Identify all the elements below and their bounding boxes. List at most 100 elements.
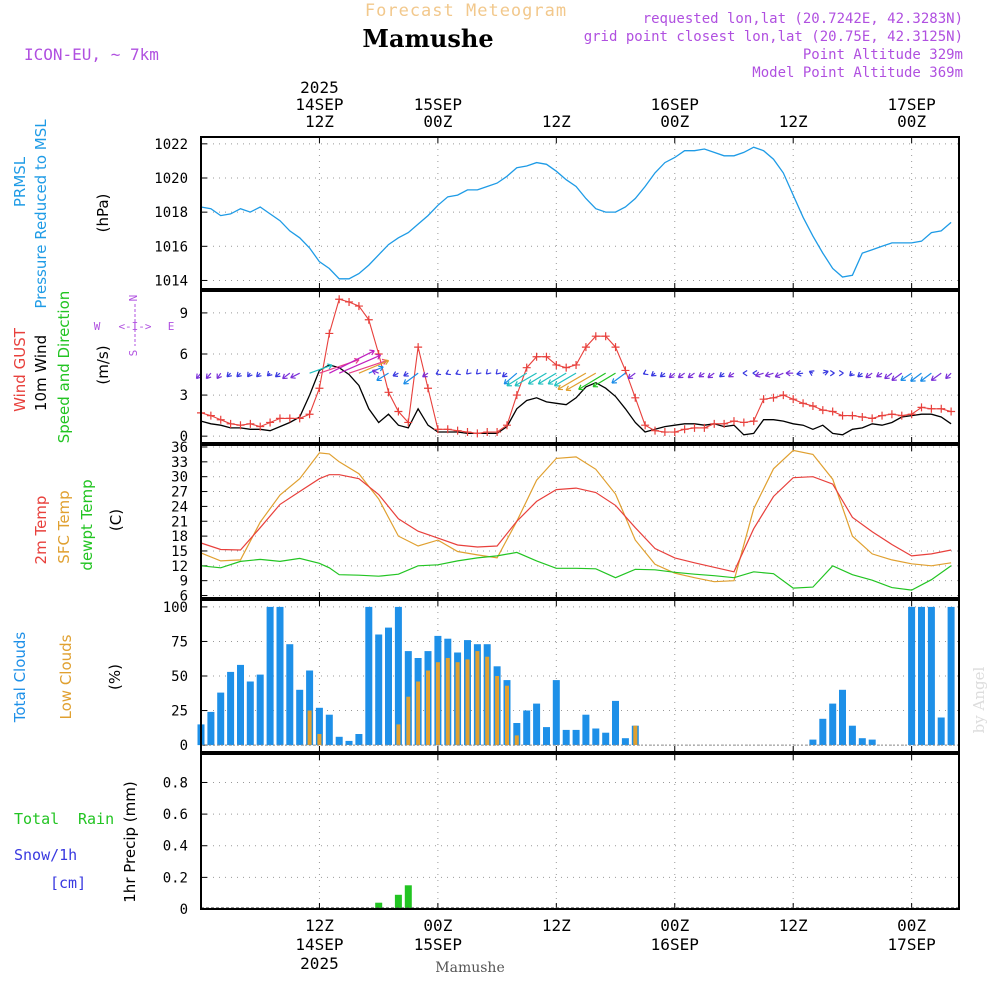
total-cloud-bar xyxy=(306,670,314,746)
model-name: ICON-EU, ~ 7km xyxy=(24,45,159,64)
rain-bar xyxy=(404,885,412,909)
total-cloud-bar xyxy=(621,738,629,746)
plot-area: 1014101610181020102203696912151821242730… xyxy=(154,78,960,973)
low-cloud-bar xyxy=(426,670,430,746)
wind-gust-marker xyxy=(947,407,956,416)
wind-vector-head xyxy=(677,372,684,379)
wind-vector-head xyxy=(514,381,520,387)
wind-vector xyxy=(557,372,587,390)
wind-vector-head xyxy=(707,372,713,379)
wind-vector xyxy=(900,372,912,381)
total-cloud-bar xyxy=(592,728,600,746)
wind-vector-head xyxy=(422,371,428,378)
total-cloud-bar xyxy=(908,606,916,746)
y-tick-label: 9 xyxy=(180,574,188,590)
wind-gust-marker xyxy=(868,414,877,423)
wind-gust-marker xyxy=(295,414,304,423)
wind-gust-marker xyxy=(739,418,748,427)
time-label-bottom: 17SEP xyxy=(888,935,936,954)
wind-vector-head xyxy=(742,369,748,377)
time-label-bottom: 12Z xyxy=(542,916,571,935)
wind-vector-head xyxy=(764,371,771,378)
wind-gust-marker xyxy=(384,388,393,397)
precip-total-label: Total xyxy=(14,810,59,828)
wind-vector-head xyxy=(236,371,242,378)
wind-vector-head xyxy=(838,369,844,377)
low-cloud-bar xyxy=(406,696,411,746)
total-cloud-bar xyxy=(839,689,846,746)
total-cloud-bar xyxy=(819,718,827,746)
wind-vector xyxy=(611,372,626,384)
wind-vector xyxy=(755,372,764,377)
wind-gust-marker xyxy=(404,418,413,427)
wind-vector-head xyxy=(659,371,666,378)
wind-gust-marker xyxy=(878,411,887,420)
time-label-top: 14SEP xyxy=(295,95,343,114)
location-title: Mamushe xyxy=(362,24,493,53)
total-cloud-bar xyxy=(325,714,333,746)
wind-vector xyxy=(403,372,419,385)
wind-vector-head xyxy=(565,385,572,392)
low-cloud-bar xyxy=(317,734,322,746)
wind-vector xyxy=(910,372,922,382)
wind-gust-marker xyxy=(285,414,294,423)
model-altitude: Model Point Altitude 369m xyxy=(752,65,963,81)
compass-n: N xyxy=(127,295,140,302)
total-cloud-bar xyxy=(947,606,955,746)
y-tick-label: 75 xyxy=(171,634,188,650)
product-title: Forecast Meteogram xyxy=(365,1,567,21)
wind-gust-marker xyxy=(670,428,679,437)
clouds-unit: (%) xyxy=(106,664,124,690)
wind-gust-marker xyxy=(463,428,472,437)
total-cloud-bar xyxy=(256,674,264,746)
wind-gust-marker xyxy=(710,419,719,428)
time-label-bottom: 12Z xyxy=(305,916,334,935)
total-cloud-bar xyxy=(572,729,580,746)
low-cloud-bar xyxy=(416,681,421,746)
wind-gust-marker xyxy=(887,410,896,419)
wind-vector-head xyxy=(755,371,761,378)
wind-vector-head xyxy=(785,369,791,377)
wind-vector-head xyxy=(485,369,492,375)
wind-gust-marker xyxy=(848,411,857,420)
wind-vector-head xyxy=(501,371,508,378)
wind-gust-marker xyxy=(256,422,265,431)
wind-vector-head xyxy=(369,349,375,356)
wind-vector xyxy=(358,360,389,374)
total-cloud-bar xyxy=(523,710,531,745)
y-tick-label: 27 xyxy=(171,485,188,501)
wind-vector-head xyxy=(205,373,212,380)
wind-gust-marker xyxy=(226,419,235,428)
wind-vector-head xyxy=(290,373,296,379)
t2m-line xyxy=(200,474,952,573)
wind-vector-head xyxy=(920,376,926,382)
rain-bar xyxy=(394,894,402,909)
panel-frame xyxy=(200,753,960,910)
total-cloud-bar xyxy=(918,606,925,746)
low-cloud-bar xyxy=(307,710,312,745)
wind-vector xyxy=(506,372,528,387)
wind-vector-head xyxy=(687,372,694,379)
wind-vector xyxy=(578,372,606,390)
wind-gust-marker xyxy=(414,343,423,352)
time-label-bottom: 2025 xyxy=(300,954,339,973)
wind-vector-head xyxy=(282,373,288,380)
wind-vector-head xyxy=(274,371,281,378)
y-tick-label: 0 xyxy=(180,738,188,754)
wind-gust-marker xyxy=(522,363,531,372)
total-cloud-bar xyxy=(848,725,856,745)
temp-unit: (C) xyxy=(107,509,125,531)
wind-vector xyxy=(707,372,715,379)
wind-vector-head xyxy=(557,384,564,391)
wind-vector xyxy=(338,354,381,374)
total-cloud-bar xyxy=(868,739,876,746)
y-tick-label: 1016 xyxy=(154,239,188,255)
time-label-bottom: 14SEP xyxy=(295,935,343,954)
total-cloud-bar xyxy=(858,738,866,746)
wind-vector-head xyxy=(930,375,937,381)
wind-gust-marker xyxy=(680,425,689,434)
total-cloud-bar xyxy=(394,606,402,746)
wind-vector-head xyxy=(627,373,634,380)
time-label-top: 12Z xyxy=(542,112,571,131)
wind-vector xyxy=(627,372,636,380)
